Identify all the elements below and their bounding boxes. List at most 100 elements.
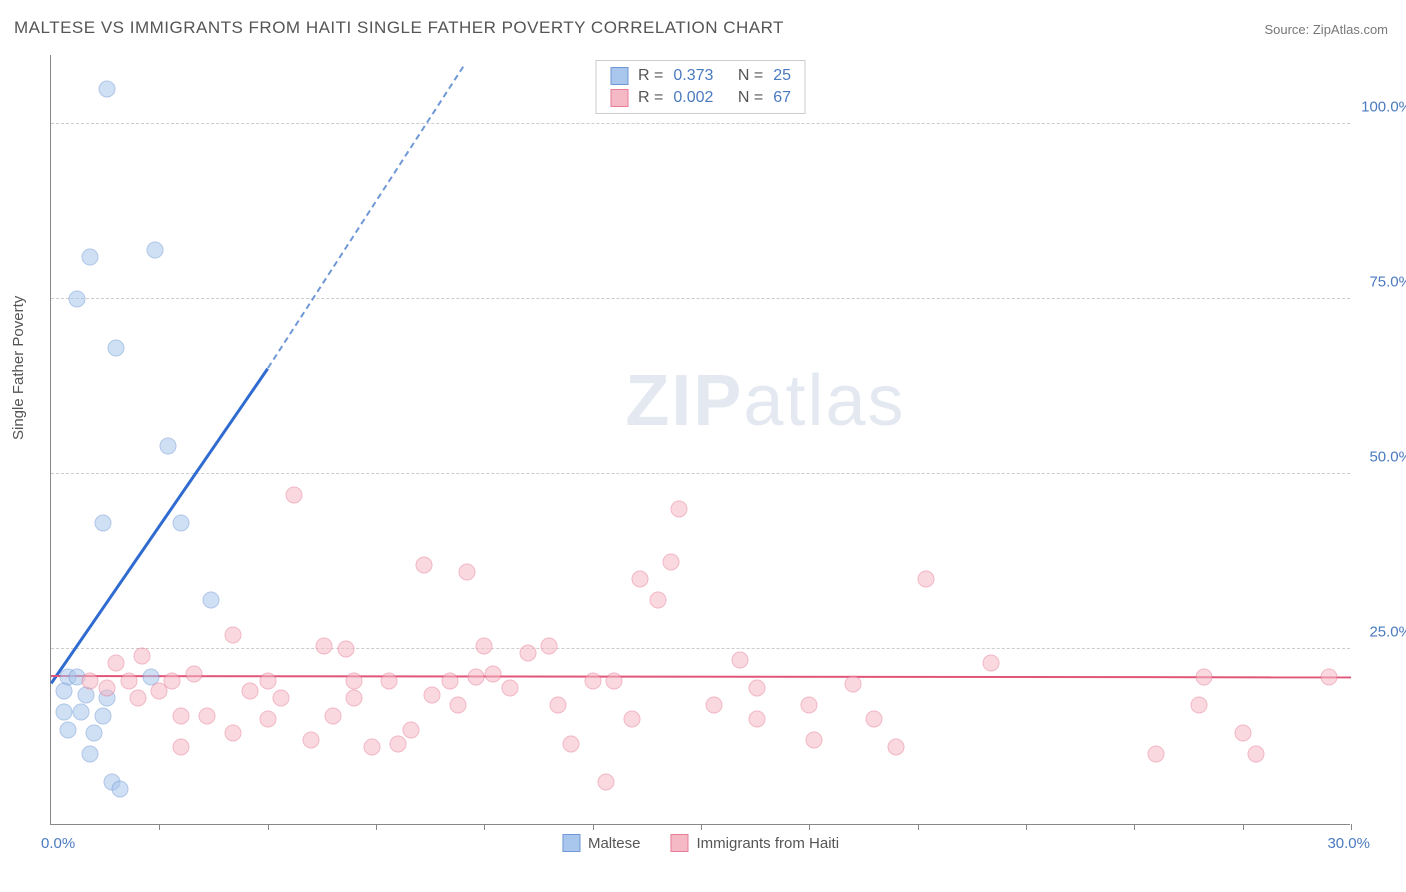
x-tick xyxy=(1026,824,1027,830)
data-point xyxy=(82,249,99,266)
y-tick-label: 75.0% xyxy=(1369,274,1406,291)
data-point xyxy=(259,711,276,728)
data-point xyxy=(285,487,302,504)
data-point xyxy=(485,665,502,682)
data-point xyxy=(56,683,73,700)
data-point xyxy=(121,672,138,689)
data-point xyxy=(1321,669,1338,686)
gridline-h xyxy=(51,648,1350,649)
data-point xyxy=(459,564,476,581)
data-point xyxy=(324,707,341,724)
data-point xyxy=(415,557,432,574)
data-point xyxy=(95,707,112,724)
x-tick xyxy=(1134,824,1135,830)
legend-label-0: Maltese xyxy=(588,835,641,852)
data-point xyxy=(129,690,146,707)
n-label-1: N = xyxy=(738,89,763,107)
data-point xyxy=(108,340,125,357)
data-point xyxy=(918,571,935,588)
data-point xyxy=(82,672,99,689)
data-point xyxy=(749,711,766,728)
data-point xyxy=(381,672,398,689)
data-point xyxy=(502,679,519,696)
data-point xyxy=(173,707,190,724)
x-tick xyxy=(809,824,810,830)
legend-swatch-1 xyxy=(671,834,689,852)
r-label-1: R = xyxy=(638,89,663,107)
data-point xyxy=(801,697,818,714)
watermark: ZIPatlas xyxy=(625,360,905,442)
data-point xyxy=(1195,669,1212,686)
x-tick xyxy=(1351,824,1352,830)
data-point xyxy=(259,672,276,689)
data-point xyxy=(1247,746,1264,763)
data-point xyxy=(173,739,190,756)
data-point xyxy=(450,697,467,714)
r-value-1: 0.002 xyxy=(673,89,713,107)
legend-label-1: Immigrants from Haiti xyxy=(697,835,840,852)
data-point xyxy=(649,592,666,609)
x-tick xyxy=(268,824,269,830)
data-point xyxy=(606,672,623,689)
y-axis-label: Single Father Poverty xyxy=(10,296,27,440)
data-point xyxy=(225,627,242,644)
legend-item-0: Maltese xyxy=(562,834,641,852)
data-point xyxy=(73,704,90,721)
data-point xyxy=(476,637,493,654)
chart-title: MALTESE VS IMMIGRANTS FROM HAITI SINGLE … xyxy=(14,18,784,38)
data-point xyxy=(173,515,190,532)
gridline-h xyxy=(51,298,1350,299)
stats-legend: R = 0.373 N = 25 R = 0.002 N = 67 xyxy=(595,60,806,114)
y-tick-label: 25.0% xyxy=(1369,624,1406,641)
data-point xyxy=(541,637,558,654)
data-point xyxy=(519,644,536,661)
data-point xyxy=(95,515,112,532)
swatch-series-0 xyxy=(610,67,628,85)
data-point xyxy=(467,669,484,686)
legend-swatch-0 xyxy=(562,834,580,852)
n-label-0: N = xyxy=(738,67,763,85)
data-point xyxy=(632,571,649,588)
stats-row-0: R = 0.373 N = 25 xyxy=(610,65,791,87)
trend-line-dashed xyxy=(267,66,464,368)
data-point xyxy=(272,690,289,707)
n-value-1: 67 xyxy=(773,89,791,107)
data-point xyxy=(346,672,363,689)
data-point xyxy=(441,672,458,689)
n-value-0: 25 xyxy=(773,67,791,85)
stats-row-1: R = 0.002 N = 67 xyxy=(610,87,791,109)
data-point xyxy=(584,672,601,689)
data-point xyxy=(134,648,151,665)
data-point xyxy=(805,732,822,749)
trend-line xyxy=(51,675,1351,678)
data-point xyxy=(316,637,333,654)
x-tick xyxy=(1243,824,1244,830)
data-point xyxy=(82,746,99,763)
data-point xyxy=(69,291,86,308)
data-point xyxy=(86,725,103,742)
data-point xyxy=(99,81,116,98)
data-point xyxy=(108,655,125,672)
data-point xyxy=(147,242,164,259)
data-point xyxy=(866,711,883,728)
data-point xyxy=(844,676,861,693)
data-point xyxy=(186,665,203,682)
data-point xyxy=(1191,697,1208,714)
data-point xyxy=(1234,725,1251,742)
data-point xyxy=(303,732,320,749)
data-point xyxy=(749,679,766,696)
data-point xyxy=(99,679,116,696)
y-tick-label: 100.0% xyxy=(1361,99,1406,116)
x-tick xyxy=(484,824,485,830)
data-point xyxy=(424,686,441,703)
data-point xyxy=(662,553,679,570)
x-tick xyxy=(701,824,702,830)
plot-area: ZIPatlas R = 0.373 N = 25 R = 0.002 N = … xyxy=(50,55,1350,825)
data-point xyxy=(60,721,77,738)
data-point xyxy=(56,704,73,721)
data-point xyxy=(983,655,1000,672)
x-tick xyxy=(376,824,377,830)
data-point xyxy=(888,739,905,756)
data-point xyxy=(151,683,168,700)
x-tick xyxy=(918,824,919,830)
